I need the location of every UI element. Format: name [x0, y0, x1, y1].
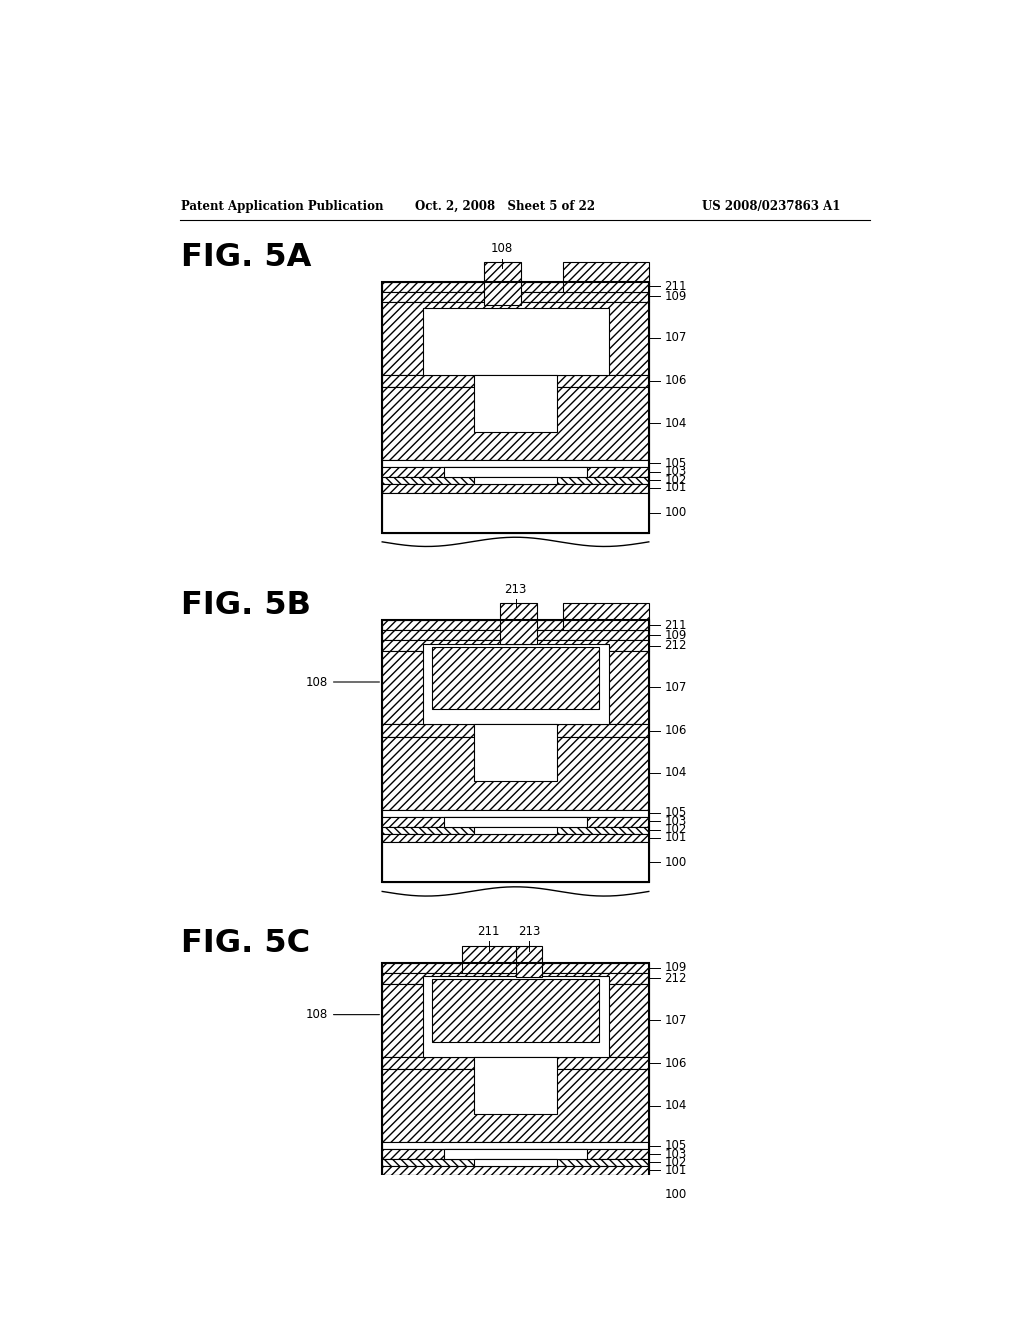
Bar: [382, 842, 649, 882]
Text: 211: 211: [665, 619, 687, 631]
Text: 100: 100: [665, 506, 686, 519]
Text: 100: 100: [665, 1188, 686, 1201]
Bar: [382, 281, 649, 533]
Bar: [474, 1057, 557, 1114]
Bar: [382, 620, 649, 882]
Bar: [382, 983, 649, 1057]
Bar: [382, 484, 649, 492]
Bar: [382, 640, 649, 651]
Bar: [382, 467, 649, 478]
Text: 104: 104: [665, 417, 687, 430]
Text: Oct. 2, 2008   Sheet 5 of 22: Oct. 2, 2008 Sheet 5 of 22: [415, 199, 595, 213]
Bar: [382, 620, 649, 631]
Bar: [382, 1150, 649, 1159]
Text: 211: 211: [477, 925, 500, 939]
Bar: [382, 737, 649, 810]
Text: 104: 104: [665, 767, 687, 779]
Bar: [474, 826, 557, 834]
Text: FIG. 5C: FIG. 5C: [180, 928, 310, 960]
Bar: [563, 263, 649, 292]
Text: 213: 213: [504, 582, 526, 595]
Bar: [444, 1150, 587, 1159]
Bar: [474, 1159, 557, 1167]
Text: 109: 109: [665, 628, 687, 642]
Bar: [515, 946, 542, 977]
Bar: [444, 817, 587, 826]
Bar: [382, 810, 649, 817]
Bar: [462, 946, 515, 973]
Text: FIG. 5A: FIG. 5A: [180, 242, 311, 272]
Bar: [382, 302, 649, 375]
Bar: [382, 631, 649, 640]
Bar: [382, 375, 649, 387]
Text: 106: 106: [665, 723, 687, 737]
Text: 109: 109: [665, 289, 687, 302]
Text: FIG. 5B: FIG. 5B: [180, 590, 310, 620]
Text: 212: 212: [665, 639, 687, 652]
Bar: [382, 826, 649, 834]
Text: 103: 103: [665, 814, 686, 828]
Bar: [382, 387, 649, 461]
Bar: [382, 461, 649, 467]
Text: 106: 106: [665, 375, 687, 388]
Text: 213: 213: [518, 925, 540, 939]
Text: 102: 102: [665, 1156, 687, 1170]
Text: 101: 101: [665, 832, 687, 843]
Text: 105: 105: [665, 457, 686, 470]
Text: 212: 212: [665, 972, 687, 985]
Bar: [423, 977, 608, 1057]
Bar: [382, 292, 649, 302]
Text: 101: 101: [665, 1164, 687, 1176]
Bar: [382, 973, 649, 983]
Text: 101: 101: [665, 482, 687, 495]
Bar: [382, 1142, 649, 1150]
Text: 108: 108: [306, 676, 380, 689]
Bar: [500, 603, 537, 644]
Bar: [382, 834, 649, 842]
Text: 105: 105: [665, 1139, 686, 1152]
Bar: [382, 817, 649, 826]
Text: US 2008/0237863 A1: US 2008/0237863 A1: [701, 199, 840, 213]
Bar: [382, 281, 649, 292]
Bar: [382, 964, 649, 1214]
Bar: [382, 725, 649, 737]
Bar: [382, 478, 649, 484]
Text: 107: 107: [665, 1014, 687, 1027]
Bar: [474, 375, 557, 432]
Text: 103: 103: [665, 1147, 686, 1160]
Bar: [382, 651, 649, 725]
Bar: [432, 979, 599, 1041]
Bar: [382, 1057, 649, 1069]
Text: 104: 104: [665, 1100, 687, 1111]
Text: 102: 102: [665, 824, 687, 837]
Text: 103: 103: [665, 465, 686, 478]
Bar: [432, 647, 599, 709]
Bar: [382, 1167, 649, 1175]
Bar: [382, 1069, 649, 1142]
Text: 107: 107: [665, 681, 687, 694]
Text: 108: 108: [492, 242, 513, 255]
Bar: [423, 644, 608, 725]
Bar: [382, 1175, 649, 1214]
Text: 105: 105: [665, 807, 686, 820]
Bar: [382, 964, 649, 973]
Text: 211: 211: [665, 280, 687, 293]
Text: 102: 102: [665, 474, 687, 487]
Bar: [474, 725, 557, 781]
Text: 109: 109: [665, 961, 687, 974]
Text: 108: 108: [306, 1008, 380, 1022]
Text: 100: 100: [665, 855, 686, 869]
Bar: [563, 603, 649, 631]
Text: 107: 107: [665, 331, 687, 345]
Bar: [382, 1159, 649, 1167]
Text: 106: 106: [665, 1056, 687, 1069]
Bar: [382, 492, 649, 532]
Bar: [423, 308, 608, 375]
Text: Patent Application Publication: Patent Application Publication: [180, 199, 383, 213]
Bar: [444, 467, 587, 478]
Bar: [483, 263, 521, 305]
Bar: [474, 478, 557, 484]
